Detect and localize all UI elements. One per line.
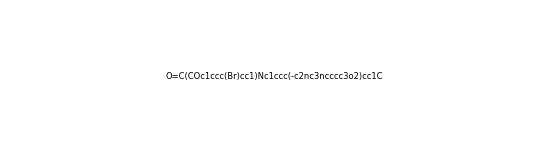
Text: O=C(COc1ccc(Br)cc1)Nc1ccc(-c2nc3ncccc3o2)cc1C: O=C(COc1ccc(Br)cc1)Nc1ccc(-c2nc3ncccc3o2… <box>165 71 383 81</box>
